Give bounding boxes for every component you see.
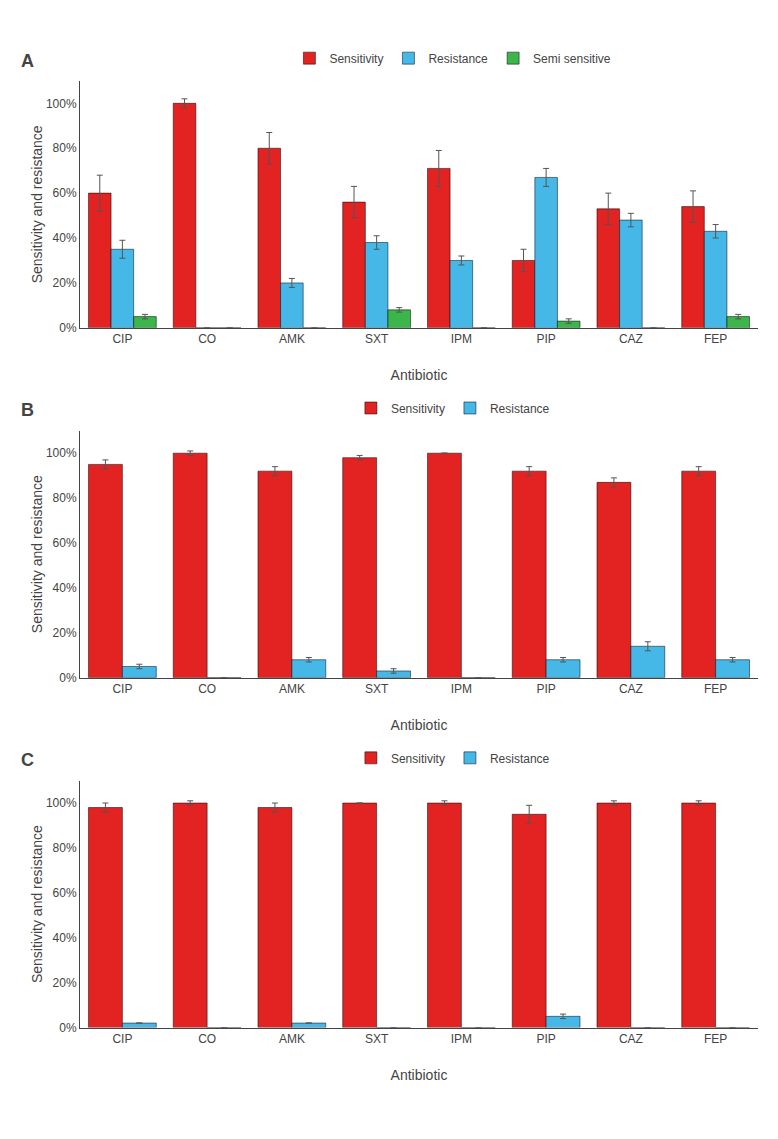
- svg-text:CAZ: CAZ: [619, 332, 643, 346]
- svg-text:Resistance: Resistance: [490, 402, 550, 416]
- svg-text:100%: 100%: [46, 97, 77, 111]
- svg-text:AMK: AMK: [279, 682, 305, 696]
- svg-text:CIP: CIP: [112, 1032, 132, 1046]
- svg-text:AMK: AMK: [279, 332, 305, 346]
- svg-text:20%: 20%: [53, 976, 77, 990]
- svg-text:IPM: IPM: [451, 332, 472, 346]
- svg-text:0%: 0%: [59, 1021, 77, 1035]
- svg-text:40%: 40%: [53, 231, 77, 245]
- svg-text:Resistance: Resistance: [428, 52, 488, 66]
- svg-text:80%: 80%: [53, 141, 77, 155]
- svg-text:IPM: IPM: [451, 682, 472, 696]
- svg-text:SXT: SXT: [365, 682, 389, 696]
- svg-text:80%: 80%: [53, 841, 77, 855]
- svg-text:Antibiotic: Antibiotic: [391, 717, 448, 733]
- svg-text:FEP: FEP: [704, 332, 727, 346]
- svg-text:SXT: SXT: [365, 1032, 389, 1046]
- svg-text:CO: CO: [198, 332, 216, 346]
- svg-text:60%: 60%: [53, 886, 77, 900]
- svg-text:Sensitivity and resistance: Sensitivity and resistance: [29, 825, 45, 983]
- svg-text:40%: 40%: [53, 581, 77, 595]
- svg-text:Sensitivity: Sensitivity: [329, 52, 383, 66]
- svg-text:IPM: IPM: [451, 1032, 472, 1046]
- svg-text:CO: CO: [198, 1032, 216, 1046]
- svg-text:SXT: SXT: [365, 332, 389, 346]
- svg-text:FEP: FEP: [704, 1032, 727, 1046]
- svg-text:Resistance: Resistance: [490, 752, 550, 766]
- svg-text:PIP: PIP: [536, 682, 555, 696]
- svg-text:PIP: PIP: [536, 1032, 555, 1046]
- svg-text:PIP: PIP: [536, 332, 555, 346]
- svg-text:100%: 100%: [46, 446, 77, 460]
- svg-text:Sensitivity and resistance: Sensitivity and resistance: [29, 475, 45, 633]
- svg-text:Semi sensitive: Semi sensitive: [533, 52, 611, 66]
- svg-text:CIP: CIP: [112, 682, 132, 696]
- svg-text:Sensitivity: Sensitivity: [391, 752, 445, 766]
- svg-text:CO: CO: [198, 682, 216, 696]
- svg-text:60%: 60%: [53, 186, 77, 200]
- svg-text:Antibiotic: Antibiotic: [391, 367, 448, 383]
- svg-text:AMK: AMK: [279, 1032, 305, 1046]
- svg-text:80%: 80%: [53, 491, 77, 505]
- svg-text:C: C: [21, 750, 34, 770]
- svg-text:100%: 100%: [46, 796, 77, 810]
- svg-text:40%: 40%: [53, 931, 77, 945]
- svg-text:A: A: [21, 51, 34, 71]
- svg-text:CAZ: CAZ: [619, 682, 643, 696]
- svg-text:Sensitivity: Sensitivity: [391, 402, 445, 416]
- svg-text:60%: 60%: [53, 536, 77, 550]
- svg-text:FEP: FEP: [704, 682, 727, 696]
- svg-text:0%: 0%: [59, 671, 77, 685]
- svg-text:Sensitivity and resistance: Sensitivity and resistance: [29, 125, 45, 283]
- svg-text:0%: 0%: [59, 321, 77, 335]
- svg-text:CIP: CIP: [112, 332, 132, 346]
- svg-text:B: B: [21, 400, 34, 420]
- svg-text:20%: 20%: [53, 276, 77, 290]
- svg-text:20%: 20%: [53, 626, 77, 640]
- svg-text:Antibiotic: Antibiotic: [391, 1067, 448, 1083]
- svg-text:CAZ: CAZ: [619, 1032, 643, 1046]
